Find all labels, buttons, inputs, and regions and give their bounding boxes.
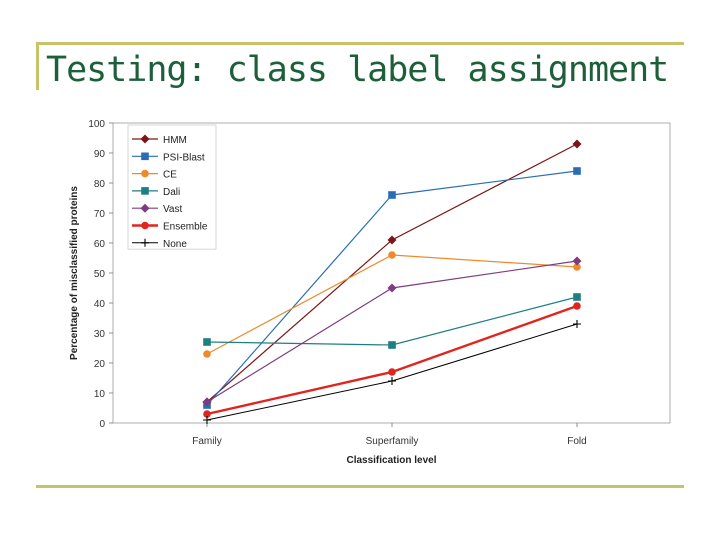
- legend-marker-none: [141, 238, 149, 247]
- data-point-ensemble: [388, 368, 396, 376]
- y-tick-label: 60: [94, 239, 106, 250]
- legend-label-hmm: HMM: [163, 135, 187, 146]
- title-rule-top: [36, 42, 684, 45]
- x-axis-title: Classification level: [346, 455, 436, 466]
- y-tick-label: 30: [94, 329, 106, 340]
- data-point-vast: [387, 283, 397, 293]
- series-line-dali: [206, 296, 578, 346]
- data-point-none: [573, 320, 581, 328]
- data-point-ce: [203, 350, 211, 358]
- y-tick-label: 10: [94, 389, 106, 400]
- data-point-psi-blast: [388, 191, 396, 199]
- data-point-dali: [203, 338, 211, 346]
- x-tick-label: Superfamily: [366, 436, 419, 447]
- legend-marker-ce: [141, 169, 149, 178]
- data-point-ensemble: [573, 302, 581, 310]
- data-point-psi-blast: [573, 167, 581, 175]
- series-line-ensemble: [206, 304, 578, 416]
- legend-label-ce: CE: [163, 170, 177, 181]
- data-point-dali: [573, 293, 581, 301]
- y-tick-label: 40: [94, 299, 106, 310]
- y-tick-label: 100: [88, 119, 105, 130]
- data-point-ce: [388, 251, 396, 259]
- legend-marker-dali: [141, 187, 149, 195]
- data-point-vast: [572, 256, 582, 266]
- data-point-none: [388, 377, 396, 385]
- legend-label-vast: Vast: [163, 204, 182, 215]
- footer-rule: [36, 485, 684, 488]
- legend-marker-psi-blast: [141, 152, 149, 161]
- data-point-dali: [388, 341, 396, 349]
- data-point-hmm: [387, 235, 397, 245]
- y-tick-label: 90: [94, 149, 106, 160]
- x-tick-label: Fold: [567, 436, 586, 447]
- legend-marker-hmm: [140, 134, 150, 144]
- y-tick-label: 20: [94, 359, 106, 370]
- legend-label-psi-blast: PSI-Blast: [163, 152, 205, 163]
- y-tick-label: 0: [99, 419, 105, 430]
- slide-title: Testing: class label assignment: [46, 50, 669, 90]
- series-line-hmm: [206, 143, 578, 403]
- legend-label-ensemble: Ensemble: [163, 222, 208, 233]
- legend-marker-ensemble: [141, 221, 149, 230]
- legend-label-dali: Dali: [163, 187, 180, 198]
- title-rule-left: [36, 42, 39, 90]
- data-point-ensemble: [203, 410, 211, 418]
- y-axis-title: Percentage of misclassified proteins: [69, 186, 80, 360]
- y-tick-label: 70: [94, 209, 106, 220]
- y-tick-label: 80: [94, 179, 106, 190]
- data-point-ce: [573, 263, 581, 271]
- y-tick-label: 50: [94, 269, 106, 280]
- series-line-ce: [206, 254, 578, 355]
- data-point-none: [203, 416, 211, 424]
- legend-label-none: None: [163, 239, 187, 250]
- data-point-vast: [202, 397, 212, 407]
- legend-marker-vast: [140, 203, 150, 213]
- x-tick-label: Family: [192, 436, 221, 447]
- data-point-hmm: [572, 139, 582, 149]
